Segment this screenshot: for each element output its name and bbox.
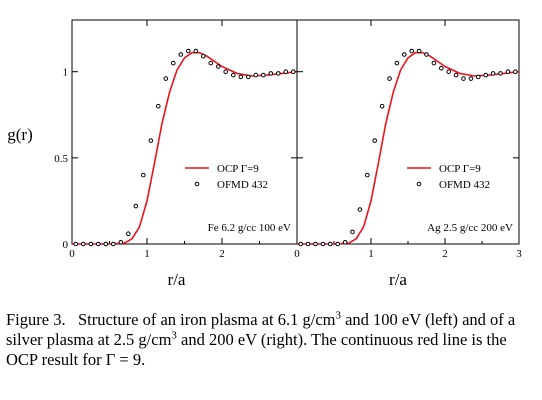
ofmd-data-point [468, 76, 474, 81]
x-tick-label: 3 [516, 248, 522, 260]
caption-sup1: 3 [335, 309, 341, 322]
plot-frame [296, 19, 520, 245]
ofmd-data-point [446, 69, 452, 74]
ofmd-data-point [253, 72, 259, 78]
legend-label-ocp: OCP Γ=9 [439, 163, 481, 175]
caption-figure-label: Figure 3. [6, 310, 66, 329]
ofmd-data-point [394, 60, 400, 66]
caption-sup2: 3 [171, 329, 177, 342]
ofmd-data-point [238, 74, 244, 80]
ofmd-data-point [246, 74, 251, 80]
ofmd-data-point [357, 207, 363, 212]
ofmd-data-point [490, 71, 496, 76]
ofmd-data-point [126, 231, 131, 236]
ofmd-data-point [387, 76, 392, 81]
ofmd-data-point [276, 71, 281, 76]
x-tick-label: 1 [368, 248, 374, 260]
ofmd-data-point [216, 64, 221, 69]
legend-label-ofmd: OFMD 432 [439, 179, 490, 191]
right-panel-ag: 0 1 2 3 r/a OCP Γ=9 OFMD 432 Ag 2.5 g/cc 200 eV [294, 19, 522, 289]
ofmd-data-point [133, 203, 139, 209]
x-axis-label: r/a [389, 270, 407, 289]
ofmd-data-point [439, 65, 444, 71]
figure-panels: 0 1 2 0 0.5 1 g(r) r/a OCP Γ=9 OFMD 432 Fe 6.2 g/c… [7, 19, 522, 289]
ofmd-data-point [163, 76, 169, 81]
x-tick-label: 2 [219, 248, 225, 260]
x-tick-label: 1 [144, 248, 150, 260]
ofmd-data-point [291, 69, 296, 74]
ocp-curve-line [297, 51, 520, 245]
ofmd-data-point [513, 69, 518, 74]
ofmd-data-point [261, 72, 266, 78]
ocp-curve-line [72, 51, 298, 245]
panel-annotation: Ag 2.5 g/cc 200 eV [427, 222, 513, 234]
ofmd-data-point [365, 172, 370, 178]
ofmd-data-point [313, 241, 318, 247]
ofmd-data-point [483, 72, 489, 78]
caption-text-part3: and 200 eV (right). The continuous red l… [6, 330, 507, 369]
ofmd-data-point [186, 48, 191, 54]
ofmd-data-point [208, 60, 214, 66]
y-tick-label: 0 [63, 239, 69, 251]
ofmd-data-point [73, 241, 79, 247]
figure-caption: Figure 3. Structure of an iron plasma at… [6, 310, 538, 370]
ofmd-data-point [335, 241, 341, 247]
ofmd-data-point [231, 72, 236, 78]
x-axis-label: r/a [168, 270, 186, 289]
ofmd-data-point [320, 241, 326, 247]
ofmd-data-point [88, 241, 94, 247]
ofmd-data-point [461, 76, 466, 81]
ofmd-data-point [96, 241, 101, 247]
ofmd-data-point [431, 60, 437, 66]
ofmd-data-point [409, 48, 415, 54]
ofmd-data-point [111, 241, 116, 247]
y-tick-label: 0.5 [54, 153, 68, 165]
x-tick-label: 0 [294, 248, 300, 260]
ofmd-data-point [505, 69, 511, 74]
panel-annotation: Fe 6.2 g/cc 100 eV [208, 222, 291, 234]
ofmd-data-point [201, 53, 206, 59]
ofmd-data-point [305, 241, 311, 247]
caption-text-part1: Structure of an iron plasma at 6.1 g/cm [77, 310, 336, 329]
ofmd-data-point [148, 138, 154, 143]
left-panel-fe: 0 1 2 0 0.5 1 g(r) r/a OCP Γ=9 OFMD 432 Fe 6.2 g/c… [7, 19, 298, 289]
plot-frame [71, 19, 298, 245]
ofmd-data-point [416, 48, 422, 54]
y-tick-label: 1 [63, 67, 69, 79]
x-tick-label: 0 [69, 248, 75, 260]
ofmd-data-point [453, 72, 459, 78]
ofmd-data-point [223, 69, 228, 74]
ofmd-data-point [342, 240, 348, 245]
ofmd-data-point [372, 138, 378, 143]
ofmd-data-point [81, 241, 86, 247]
legend-marker-swatch [416, 181, 422, 187]
ofmd-data-point [476, 74, 481, 80]
ofmd-data-point [118, 240, 124, 245]
ofmd-data-point [379, 103, 385, 109]
x-tick-label: 2 [442, 248, 448, 260]
ofmd-data-point [402, 52, 407, 57]
ofmd-data-point [193, 48, 199, 54]
ofmd-data-point [141, 172, 146, 178]
ofmd-data-point [424, 52, 429, 57]
legend-marker-swatch [194, 181, 200, 187]
ofmd-data-point [171, 60, 176, 66]
ofmd-data-point [498, 71, 503, 76]
ofmd-data-point [156, 103, 161, 109]
caption-text-part2: and 100 eV (left) and of a silver plasma… [6, 310, 516, 349]
ofmd-data-point [283, 69, 289, 74]
ofmd-data-point [103, 241, 109, 247]
ofmd-data-point [350, 229, 355, 235]
legend-label-ofmd: OFMD 432 [217, 179, 268, 191]
ofmd-data-point [328, 241, 333, 247]
ofmd-data-point [268, 71, 274, 76]
y-axis-label: g(r) [7, 125, 32, 144]
legend-label-ocp: OCP Γ=9 [217, 163, 259, 175]
ofmd-data-point [178, 52, 184, 57]
ofmd-data-point [298, 241, 304, 247]
